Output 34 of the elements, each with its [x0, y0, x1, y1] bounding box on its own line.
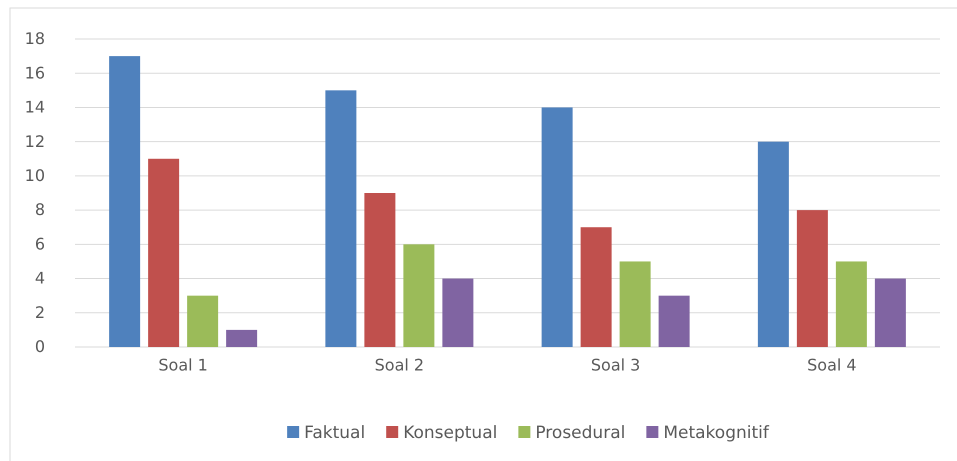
x-tick-label: Soal 3	[590, 355, 640, 374]
y-tick-label: 6	[34, 234, 45, 254]
y-tick-label: 14	[24, 98, 45, 117]
legend-label: Faktual	[304, 422, 366, 443]
bar	[874, 278, 906, 347]
bar	[620, 261, 651, 347]
bar	[580, 227, 612, 347]
x-tick-label: Soal 2	[374, 355, 424, 374]
bar	[442, 278, 474, 347]
x-tick-label: Soal 4	[807, 355, 857, 374]
bar	[109, 56, 140, 347]
y-tick-label: 16	[24, 63, 45, 82]
y-tick-label: 12	[24, 132, 45, 151]
legend-label: Prosedural	[535, 422, 626, 443]
bar	[403, 244, 434, 347]
bar	[658, 296, 690, 347]
bar	[226, 330, 258, 347]
y-tick-label: 8	[34, 200, 45, 220]
y-tick-label: 4	[34, 268, 45, 288]
bar	[796, 210, 828, 347]
bar	[325, 90, 356, 347]
bar	[187, 296, 218, 347]
y-tick-label: 10	[24, 166, 45, 186]
bar	[542, 107, 573, 347]
legend-label: Konseptual	[403, 422, 498, 443]
bar	[364, 193, 396, 347]
bar	[148, 158, 180, 347]
legend-label: Metakognitif	[663, 422, 770, 443]
y-tick-label: 0	[34, 337, 45, 356]
bar	[758, 142, 789, 347]
y-tick-label: 18	[24, 29, 45, 48]
y-tick-label: 2	[34, 302, 45, 322]
x-tick-label: Soal 1	[158, 355, 208, 374]
bar	[836, 261, 867, 347]
